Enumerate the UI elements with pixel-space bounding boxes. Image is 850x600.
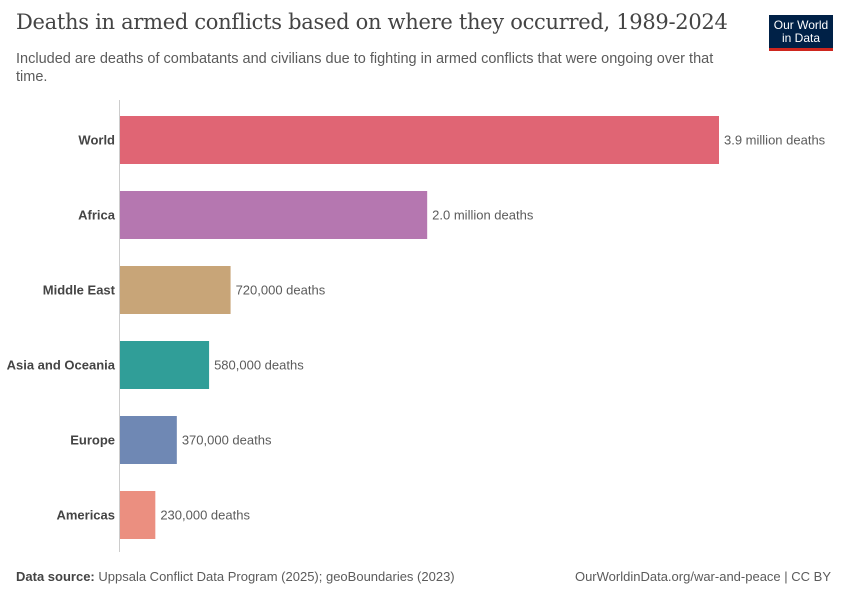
data-label: 720,000 deaths [236, 283, 326, 298]
logo-line2: in Data [781, 31, 821, 45]
chart-title: Deaths in armed conflicts based on where… [16, 10, 728, 34]
data-label: 370,000 deaths [182, 433, 272, 448]
data-source: Data source: Uppsala Conflict Data Progr… [16, 569, 455, 584]
category-label: World [78, 133, 115, 148]
data-label: 2.0 million deaths [432, 208, 534, 223]
credit[interactable]: OurWorldinData.org/war-and-peace | CC BY [574, 569, 831, 584]
data-label: 580,000 deaths [214, 358, 304, 373]
data-label: 3.9 million deaths [724, 133, 826, 148]
bar-asia-and-oceania[interactable] [120, 341, 210, 389]
category-label: Middle East [43, 283, 116, 298]
source-text[interactable]: Uppsala Conflict Data Program (2025); ge… [98, 569, 455, 584]
category-label: Asia and Oceania [7, 358, 116, 373]
bar-europe[interactable] [120, 416, 177, 464]
bar-middle-east[interactable] [120, 266, 231, 314]
bar-africa[interactable] [120, 191, 428, 239]
category-label: Americas [56, 508, 115, 523]
category-label: Africa [78, 208, 116, 223]
owid-logo[interactable]: Our World in Data [769, 15, 833, 51]
category-label: Europe [70, 433, 115, 448]
chart-subtitle: Included are deaths of combatants and ci… [16, 51, 714, 85]
data-label: 230,000 deaths [160, 508, 250, 523]
bar-world[interactable] [120, 116, 719, 164]
source-label: Data source: [16, 569, 95, 584]
logo-line1: Our World [773, 18, 829, 32]
bar-americas[interactable] [120, 491, 156, 539]
